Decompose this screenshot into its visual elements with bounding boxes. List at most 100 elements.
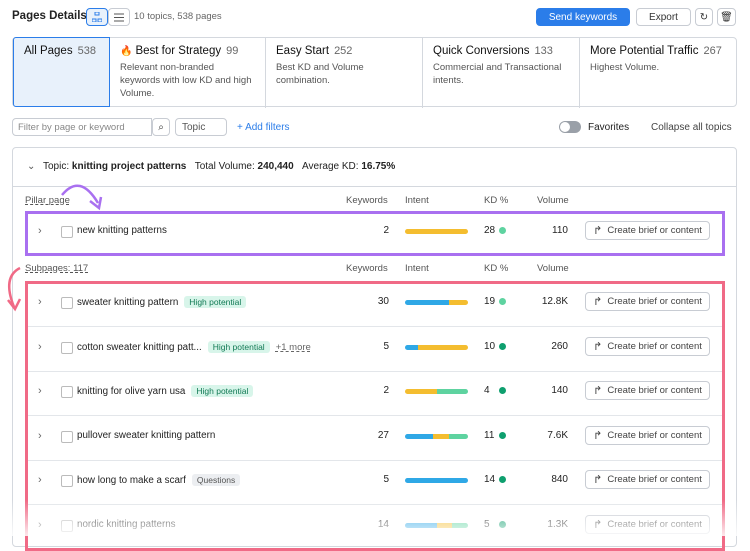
page: Pages Details 10 topics, 538 pages Send …: [7, 8, 750, 551]
kd-value: 28: [484, 225, 496, 236]
tab-heading: Easy Start 252: [276, 45, 412, 57]
page-title: Pages Details: [12, 10, 87, 22]
checkbox[interactable]: [61, 226, 73, 238]
tab-description: Commercial and Transactional intents.: [433, 62, 562, 86]
tag[interactable]: +1 more: [275, 341, 311, 353]
fade: [12, 500, 750, 536]
intent-bar: [405, 478, 468, 483]
label: Send keywords: [548, 11, 618, 23]
kd-dot: [499, 298, 506, 305]
volume-label: Total Volume:: [194, 161, 255, 172]
send-keywords-button[interactable]: Send keywords: [536, 8, 630, 26]
checkbox[interactable]: [61, 386, 73, 398]
tab-heading: 🔥 Best for Strategy 99: [120, 45, 255, 57]
intent-segment: [417, 344, 468, 350]
add-filters[interactable]: + Add filters: [237, 122, 290, 133]
kd-dot: [499, 227, 506, 234]
tab[interactable]: Quick Conversions 133 Commercial and Trans…: [423, 38, 580, 108]
tab-count: 267: [703, 45, 722, 57]
tag: Questions: [191, 474, 241, 486]
create-brief-button[interactable]: ↱ Create brief or content: [585, 470, 710, 489]
expand-chevron[interactable]: ›: [38, 474, 42, 486]
create-brief-button[interactable]: ↱ Create brief or content: [585, 381, 710, 400]
tab-description: Relevant non-branded keywords with low K…: [120, 62, 252, 99]
tag: High potential: [184, 296, 247, 308]
tab[interactable]: All Pages 538: [13, 37, 110, 107]
expand-chevron[interactable]: ›: [38, 225, 42, 237]
checkbox[interactable]: [61, 430, 73, 443]
arrow-icon: ↱: [593, 429, 603, 442]
table-row: › knitting for olive yarn usa High potenti…: [28, 371, 722, 416]
refresh-button[interactable]: ↻: [695, 8, 713, 26]
intent-segment: [433, 433, 450, 439]
column-header: KD %: [484, 195, 509, 206]
favorites-label: Favorites: [588, 122, 630, 133]
pillar-box: › new knitting patterns 2 28 110 ↱ Create brie…: [25, 211, 725, 256]
keywords-count: 30: [377, 296, 389, 307]
page-keyword: cotton sweater knitting patt...: [77, 341, 202, 353]
checkbox[interactable]: [61, 475, 73, 487]
volume: 7.6K: [547, 429, 568, 441]
expand-chevron[interactable]: ›: [38, 340, 42, 353]
column-header: Volume: [537, 263, 569, 274]
arrow-icon: ↱: [593, 225, 603, 237]
tab[interactable]: More Potential Traffic 267 Highest Volume.: [580, 38, 736, 108]
knob: [560, 122, 570, 132]
tab-label: Best for Strategy: [135, 45, 222, 57]
expand-chevron[interactable]: ›: [38, 385, 42, 397]
label: Topic: [182, 121, 206, 133]
subpages-label: Subpages: 117: [25, 263, 89, 274]
tab-heading: Quick Conversions 133: [433, 45, 569, 57]
create-brief-button[interactable]: ↱ Create brief or content: [585, 425, 710, 445]
volume: 140: [551, 385, 568, 396]
checkbox[interactable]: [61, 297, 73, 309]
create-brief-button[interactable]: ↱ Create brief or content: [585, 292, 710, 311]
tab-label: All Pages: [24, 45, 73, 57]
kd-label: Average KD:: [302, 161, 359, 172]
topic-filter[interactable]: Topic: [175, 118, 227, 136]
tab[interactable]: Easy Start 252 Best KD and Volume combinat…: [266, 38, 423, 108]
tab-label: Easy Start: [276, 45, 330, 57]
keywords-count: 2: [383, 385, 389, 396]
column-header: Intent: [405, 195, 429, 206]
table-row: › pullover sweater knitting pattern 27 11 7.…: [28, 416, 722, 461]
checkbox[interactable]: [61, 341, 73, 354]
tab-count: 133: [534, 45, 553, 57]
icon: [92, 12, 102, 22]
intent-segment: [405, 229, 468, 234]
create-brief-button[interactable]: ↱ Create brief or content: [585, 336, 710, 356]
tab-label: More Potential Traffic: [590, 45, 699, 57]
column-header: Intent: [405, 263, 429, 274]
intent-bar: [405, 229, 468, 234]
intent-segment: [405, 389, 437, 394]
arrow-icon: ↱: [593, 296, 603, 308]
column-header: Keywords: [346, 195, 388, 206]
keywords-count: 2: [383, 225, 389, 236]
tab[interactable]: 🔥 Best for Strategy 99 Relevant non-branded…: [110, 38, 266, 108]
view-list[interactable]: [108, 8, 130, 26]
keyword-cell: new knitting patterns: [77, 225, 167, 236]
intent-segment: [449, 433, 468, 439]
expand-chevron[interactable]: ›: [38, 296, 42, 308]
tabs: All Pages 538 🔥 Best for Strategy 99 Relevant…: [12, 37, 737, 108]
expand-chevron[interactable]: ›: [38, 429, 42, 442]
tab-heading: All Pages 538: [24, 45, 99, 57]
page-keyword: how long to make a scarf: [77, 475, 186, 486]
button-label: Create brief or content: [607, 296, 702, 307]
tag: High potential: [191, 385, 254, 397]
create-brief-button[interactable]: ↱ Create brief or content: [585, 221, 710, 240]
view-tree[interactable]: [86, 8, 108, 26]
topic-prefix: Topic:: [43, 161, 70, 172]
favorites-toggle[interactable]: [559, 121, 581, 133]
export-button[interactable]: Export: [636, 8, 691, 26]
chevron[interactable]: ⌄: [27, 161, 36, 172]
kd-value: 10: [484, 340, 496, 352]
collapse-all[interactable]: Collapse all topics: [651, 122, 732, 133]
topic-name: knitting project patterns: [71, 161, 187, 172]
kd-value: 11: [484, 429, 495, 441]
search-button[interactable]: ⌕: [152, 118, 170, 136]
tab-count: 252: [334, 45, 353, 57]
intent-segment: [405, 344, 418, 350]
delete-button[interactable]: 🗑: [717, 8, 736, 26]
search-input[interactable]: Filter by page or keyword: [12, 118, 152, 136]
